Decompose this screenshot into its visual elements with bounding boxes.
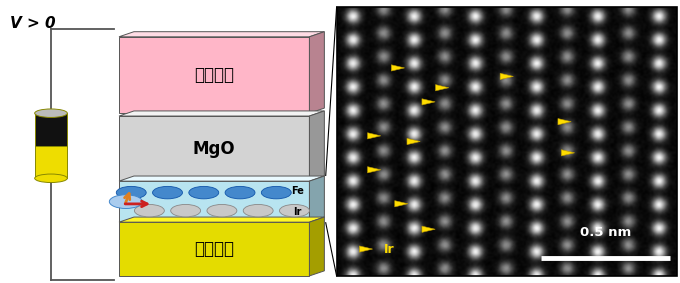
Polygon shape	[35, 113, 67, 146]
Circle shape	[152, 186, 182, 199]
Circle shape	[171, 204, 201, 217]
Polygon shape	[392, 65, 405, 71]
Ellipse shape	[35, 174, 67, 183]
Text: Ir: Ir	[293, 207, 301, 217]
Polygon shape	[368, 167, 381, 173]
Circle shape	[225, 186, 255, 199]
Circle shape	[279, 204, 309, 217]
Polygon shape	[119, 32, 324, 37]
Polygon shape	[309, 176, 324, 222]
Circle shape	[189, 186, 219, 199]
Polygon shape	[119, 37, 309, 113]
Polygon shape	[309, 111, 324, 181]
Polygon shape	[407, 138, 420, 145]
Text: 下部電極: 下部電極	[194, 240, 234, 258]
Polygon shape	[119, 222, 309, 276]
Text: 上部電極: 上部電極	[194, 66, 234, 84]
Polygon shape	[309, 217, 324, 276]
Polygon shape	[422, 226, 435, 232]
Polygon shape	[368, 133, 381, 139]
Circle shape	[109, 195, 142, 209]
Polygon shape	[309, 32, 324, 113]
Polygon shape	[119, 176, 324, 181]
Text: 0.5 nm: 0.5 nm	[579, 226, 631, 239]
Circle shape	[243, 204, 273, 217]
Circle shape	[135, 204, 165, 217]
Ellipse shape	[35, 109, 67, 117]
Circle shape	[207, 204, 237, 217]
Polygon shape	[35, 146, 67, 178]
Polygon shape	[360, 246, 373, 252]
Circle shape	[116, 186, 146, 199]
Circle shape	[261, 186, 291, 199]
Polygon shape	[119, 111, 324, 116]
Text: Fe: Fe	[291, 186, 303, 196]
Polygon shape	[436, 85, 449, 91]
Polygon shape	[558, 119, 571, 125]
Text: Ir: Ir	[384, 243, 395, 256]
Polygon shape	[119, 217, 324, 222]
Polygon shape	[422, 99, 435, 105]
Polygon shape	[119, 181, 309, 222]
Text: MgO: MgO	[193, 140, 235, 158]
Polygon shape	[119, 116, 309, 181]
Polygon shape	[562, 150, 575, 156]
Polygon shape	[394, 201, 408, 207]
Polygon shape	[500, 73, 513, 80]
Text: V > 0: V > 0	[10, 16, 56, 31]
